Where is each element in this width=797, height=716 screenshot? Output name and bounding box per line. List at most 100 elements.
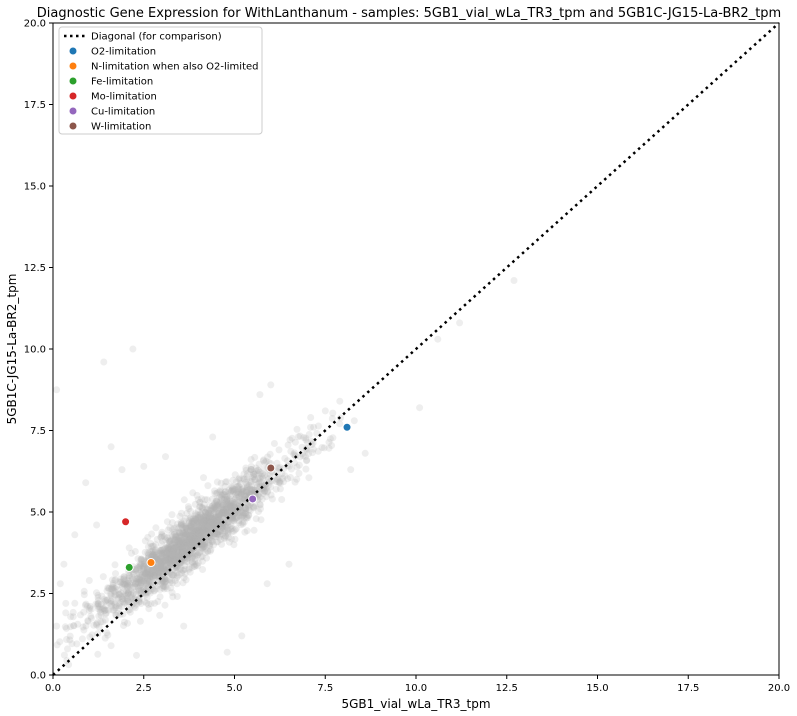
background-point [223,497,231,505]
background-point [192,536,200,544]
background-point [175,539,183,547]
background-point [149,569,157,577]
background-point [69,613,77,621]
background-point [302,434,310,442]
background-point [140,568,148,576]
background-point [133,600,141,608]
background-point [151,572,159,580]
background-point [225,486,233,494]
background-point [212,506,219,514]
background-point [187,519,195,527]
background-point [126,606,134,614]
background-point [237,479,245,487]
background-point [170,548,178,556]
background-point [136,563,144,570]
background-point [307,414,315,421]
background-point [232,493,240,501]
background-point [123,583,131,591]
background-point [80,591,88,599]
background-point [172,566,179,574]
background-point [138,577,145,585]
background-point [221,523,229,530]
background-point [244,511,252,519]
background-point [240,487,248,495]
background-point [146,587,154,595]
legend-diagonal-label: Diagonal (for comparison) [91,32,222,43]
background-point [160,558,168,566]
background-point [243,482,251,490]
background-point [142,591,150,599]
background-point [217,527,225,535]
background-point [110,587,117,595]
background-point [211,490,219,497]
background-point [299,452,307,460]
background-point [158,567,166,575]
background-point [206,518,214,526]
background-point [157,568,165,576]
background-point [127,593,135,601]
background-point [201,496,209,504]
background-point [121,577,129,585]
background-point [161,550,169,558]
background-point [223,496,230,504]
background-point [154,556,162,564]
background-point [153,566,161,574]
background-point [93,589,100,597]
background-point [336,420,344,428]
background-point [175,529,183,536]
background-point [213,489,221,497]
background-point [168,571,176,579]
background-point [250,504,258,512]
background-point [218,508,226,516]
background-point [218,509,226,517]
background-point [223,492,231,500]
background-point [224,530,232,537]
background-point [187,535,195,543]
background-point [175,549,183,557]
background-point [127,591,135,599]
background-point [219,509,227,517]
background-point [115,590,123,598]
background-point [218,527,226,535]
background-point [210,507,218,515]
background-point [193,528,201,536]
background-point [121,594,128,602]
background-point [193,511,200,519]
background-point [155,571,163,579]
background-point [176,547,183,554]
background-point [184,540,192,548]
background-point [215,528,222,536]
background-point [95,600,102,608]
background-point [223,501,231,509]
background-point [302,436,310,444]
background-point [234,513,242,521]
background-point [250,486,257,494]
background-point [245,482,253,489]
background-point [196,549,204,557]
background-point [281,454,289,462]
background-point [223,509,231,517]
background-point [183,526,191,534]
background-point [216,488,224,496]
background-point [314,447,322,455]
background-point [194,526,202,534]
background-point [230,517,238,525]
background-point [211,523,219,531]
background-point [190,538,198,546]
background-point [227,487,235,495]
background-point [284,441,292,449]
background-point [157,562,165,570]
background-point [102,597,110,604]
background-point [160,562,168,570]
background-point [144,579,152,587]
background-point [135,562,143,569]
background-point [188,553,196,561]
background-point [201,522,209,530]
background-point [229,506,237,514]
background-point [186,552,194,560]
background-point [175,540,183,548]
background-point [224,503,232,511]
background-point [131,604,139,612]
background-point [107,585,115,593]
background-point [232,478,240,486]
